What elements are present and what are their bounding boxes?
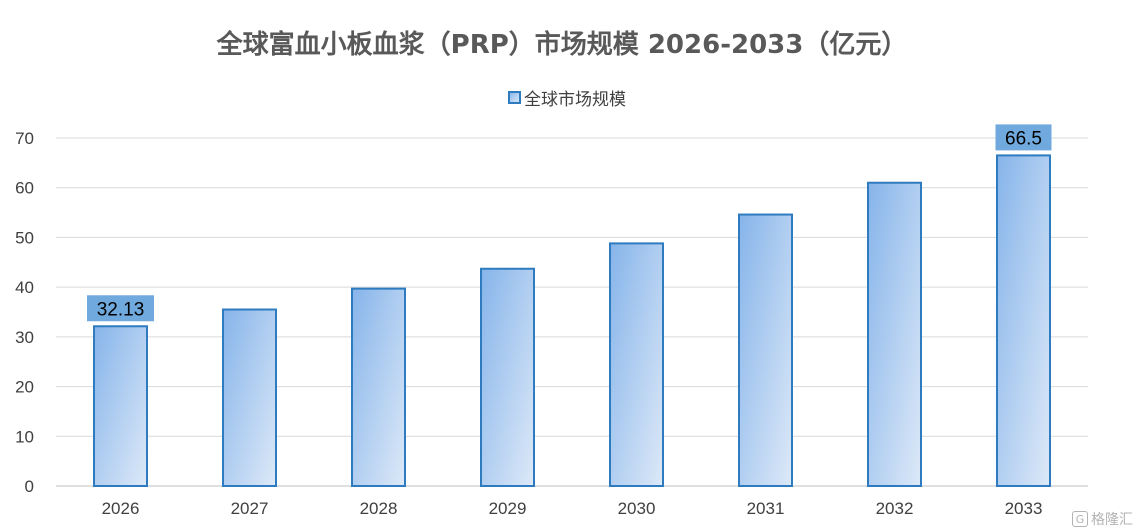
data-label-box (995, 124, 1052, 151)
x-tick-label: 2033 (1005, 499, 1043, 518)
data-label-2026: 32.13 (87, 295, 154, 322)
x-tick-label: 2031 (747, 499, 785, 518)
bar-2031 (738, 213, 793, 487)
y-tick-label: 50 (15, 228, 34, 247)
y-tick-label: 0 (25, 477, 34, 496)
legend: 全球市场规模 (508, 90, 626, 110)
bar-2026 (93, 325, 148, 487)
bar-2032 (867, 181, 922, 487)
data-labels: 32.13 66.5 (87, 124, 1052, 322)
y-axis: 0 10 20 30 40 50 60 70 (15, 129, 34, 496)
gridlines (56, 137, 1088, 487)
gezhi-logo-icon: G (1072, 511, 1088, 527)
x-tick-label: 2028 (360, 499, 398, 518)
legend-label: 全球市场规模 (524, 90, 626, 110)
x-tick-label: 2026 (102, 499, 140, 518)
data-label-2033: 66.5 (995, 124, 1052, 151)
bar-2028 (351, 287, 406, 487)
data-label-box (87, 295, 154, 322)
bars (93, 154, 1051, 487)
x-axis: 2026 2027 2028 2029 2030 2031 2032 2033 (102, 499, 1043, 518)
x-tick-label: 2029 (489, 499, 527, 518)
x-tick-label: 2030 (618, 499, 656, 518)
watermark-text: 格隆汇 (1091, 512, 1133, 528)
bar-2030 (609, 242, 664, 487)
bar-2027 (222, 308, 277, 487)
y-tick-label: 30 (15, 328, 34, 347)
data-label-text: 32.13 (97, 299, 145, 320)
y-tick-label: 70 (15, 129, 34, 148)
y-tick-label: 40 (15, 278, 34, 297)
bar-2029 (480, 267, 535, 487)
x-tick-label: 2032 (876, 499, 914, 518)
data-label-text: 66.5 (1005, 128, 1042, 149)
watermark: G 格隆汇 (1072, 509, 1133, 529)
chart-title: 全球富血小板血浆（PRP）市场规模 2026-2033（亿元） (216, 29, 908, 60)
legend-swatch (508, 91, 521, 104)
bar-2033 (996, 154, 1051, 487)
x-tick-label: 2027 (231, 499, 269, 518)
y-tick-label: 10 (15, 427, 34, 446)
y-tick-label: 60 (15, 179, 34, 198)
y-tick-label: 20 (15, 378, 34, 397)
